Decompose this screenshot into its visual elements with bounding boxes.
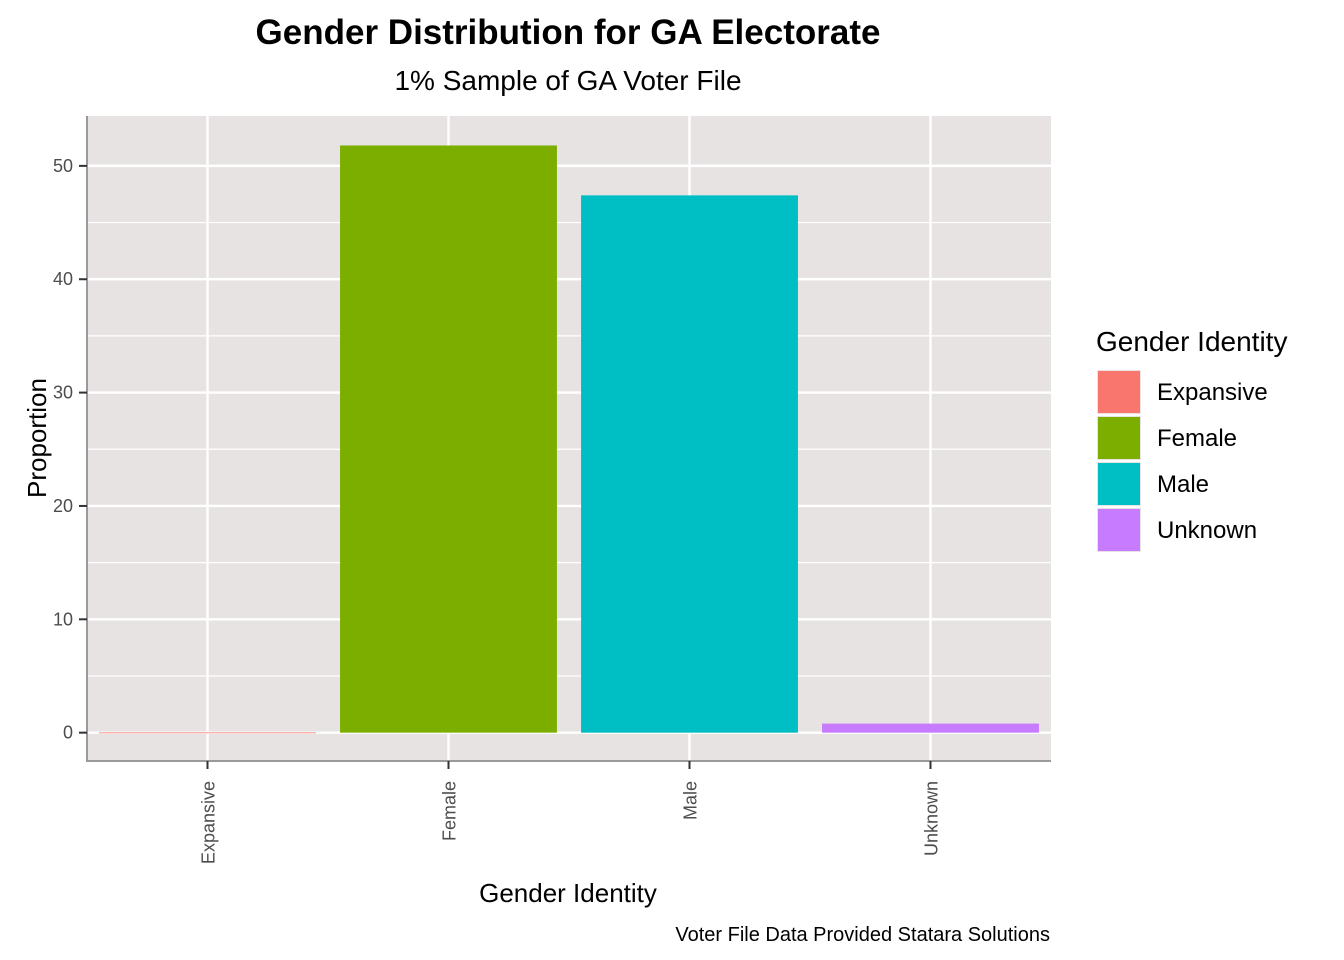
x-tick-label: Male [681, 781, 701, 820]
legend-swatch-unknown [1098, 509, 1140, 551]
legend-swatch-female [1098, 417, 1140, 459]
bar-male [581, 195, 798, 733]
legend-swatch-expansive [1098, 371, 1140, 413]
plot-panel: 0 10 20 30 40 50 Expansive Female Male Unknown [53, 116, 1051, 864]
x-tick-label: Female [440, 781, 460, 841]
legend-title: Gender Identity [1096, 326, 1287, 357]
panel-background [87, 116, 1051, 761]
chart-caption: Voter File Data Provided Statara Solutio… [675, 924, 1050, 946]
legend-label: Male [1157, 471, 1209, 498]
legend-label: Female [1157, 425, 1237, 452]
x-tick-label: Unknown [922, 781, 942, 856]
legend-label: Unknown [1157, 517, 1257, 544]
y-axis-title: Proportion [22, 378, 52, 498]
legend-label: Expansive [1157, 379, 1268, 406]
bar-unknown [822, 723, 1039, 733]
y-tick-label: 0 [63, 723, 73, 743]
y-tick-label: 20 [53, 496, 73, 516]
y-tick-label: 10 [53, 609, 73, 629]
chart-title: Gender Distribution for GA Electorate [256, 13, 881, 52]
legend: Gender Identity Expansive Female Male Unkno… [1096, 326, 1287, 552]
chart-subtitle: 1% Sample of GA Voter File [394, 65, 741, 96]
y-tick-label: 50 [53, 156, 73, 176]
legend-swatch-male [1098, 463, 1140, 505]
bar-expansive [99, 732, 316, 734]
y-tick-label: 40 [53, 269, 73, 289]
x-tick-label: Expansive [199, 781, 219, 864]
bar-female [340, 145, 557, 733]
x-axis-title: Gender Identity [479, 878, 657, 908]
y-tick-label: 30 [53, 383, 73, 403]
